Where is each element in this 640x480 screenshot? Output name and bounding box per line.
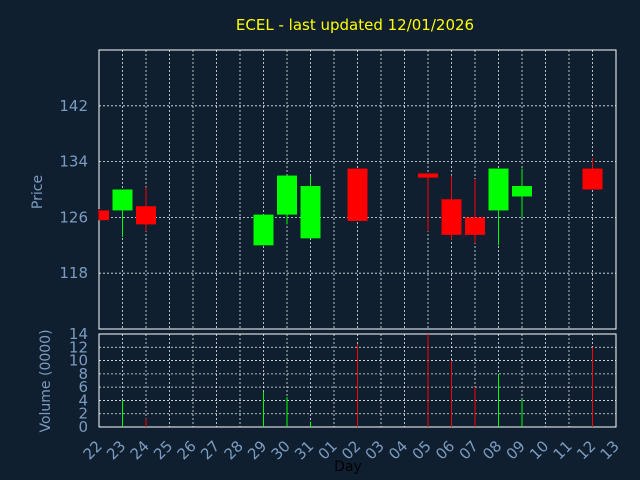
- price-gridlines: [99, 50, 616, 329]
- candle-body: [418, 173, 438, 178]
- candle-body: [300, 186, 321, 239]
- chart-title: ECEL - last updated 12/01/2026: [236, 16, 474, 34]
- day-axis-label: Day: [334, 459, 362, 475]
- price-tick-label: 142: [59, 97, 88, 115]
- price-tick-label: 134: [59, 153, 88, 171]
- volume-bars: [122, 334, 593, 427]
- candle-body: [253, 214, 274, 246]
- price-plot-frame: [98, 49, 617, 330]
- candlesticks: [98, 158, 603, 246]
- price-axis-label: Price: [30, 175, 46, 209]
- volume-tick-label: 2: [78, 405, 88, 423]
- volume-tick-label: 6: [78, 378, 88, 396]
- day-tick-label: 27: [197, 437, 223, 463]
- candle-body: [488, 168, 509, 211]
- candle-body: [441, 199, 462, 235]
- price-tick-label: 126: [59, 208, 88, 226]
- candle-body: [112, 189, 133, 211]
- volume-tick-label: 10: [69, 352, 88, 370]
- day-tick-label: 03: [362, 437, 388, 463]
- candle-body: [136, 206, 156, 225]
- day-tick-label: 31: [291, 437, 317, 463]
- candle-body: [582, 168, 603, 190]
- day-tick-label: 11: [550, 437, 576, 463]
- volume-tick-label: 12: [69, 338, 88, 356]
- day-tick-label: 25: [150, 437, 176, 463]
- day-tick-label: 24: [127, 437, 153, 463]
- day-tick-label: 23: [103, 437, 129, 463]
- day-tick-label: 22: [80, 437, 106, 463]
- day-tick-label: 07: [456, 437, 482, 463]
- volume-tick-label: 8: [78, 365, 88, 383]
- day-tick-label: 12: [573, 437, 599, 463]
- candle-body: [465, 217, 485, 235]
- day-tick-label: 30: [268, 437, 294, 463]
- candle-body: [347, 168, 368, 221]
- day-tick-label: 04: [385, 437, 411, 463]
- day-tick-label: 08: [479, 437, 505, 463]
- volume-tick-label: 4: [78, 391, 88, 409]
- price-tick-label: 118: [59, 264, 88, 282]
- candle-body: [277, 175, 297, 215]
- day-tick-label: 29: [244, 437, 270, 463]
- day-tick-label: 10: [526, 437, 552, 463]
- day-tick-label: 06: [432, 437, 458, 463]
- volume-axis-label: Volume (0000): [38, 329, 54, 432]
- price-panel: 118 126 134 142 Price: [30, 49, 617, 330]
- volume-tick-label: 0: [78, 418, 88, 436]
- day-tick-label: 05: [409, 437, 435, 463]
- price-y-ticks: 118 126 134 142: [59, 97, 88, 282]
- candle-body: [512, 186, 532, 197]
- day-tick-label: 09: [503, 437, 529, 463]
- day-tick-label: 13: [597, 437, 623, 463]
- volume-tick-label: 14: [69, 325, 88, 343]
- day-tick-label: 28: [221, 437, 247, 463]
- day-tick-label: 26: [174, 437, 200, 463]
- candle-body: [99, 210, 109, 221]
